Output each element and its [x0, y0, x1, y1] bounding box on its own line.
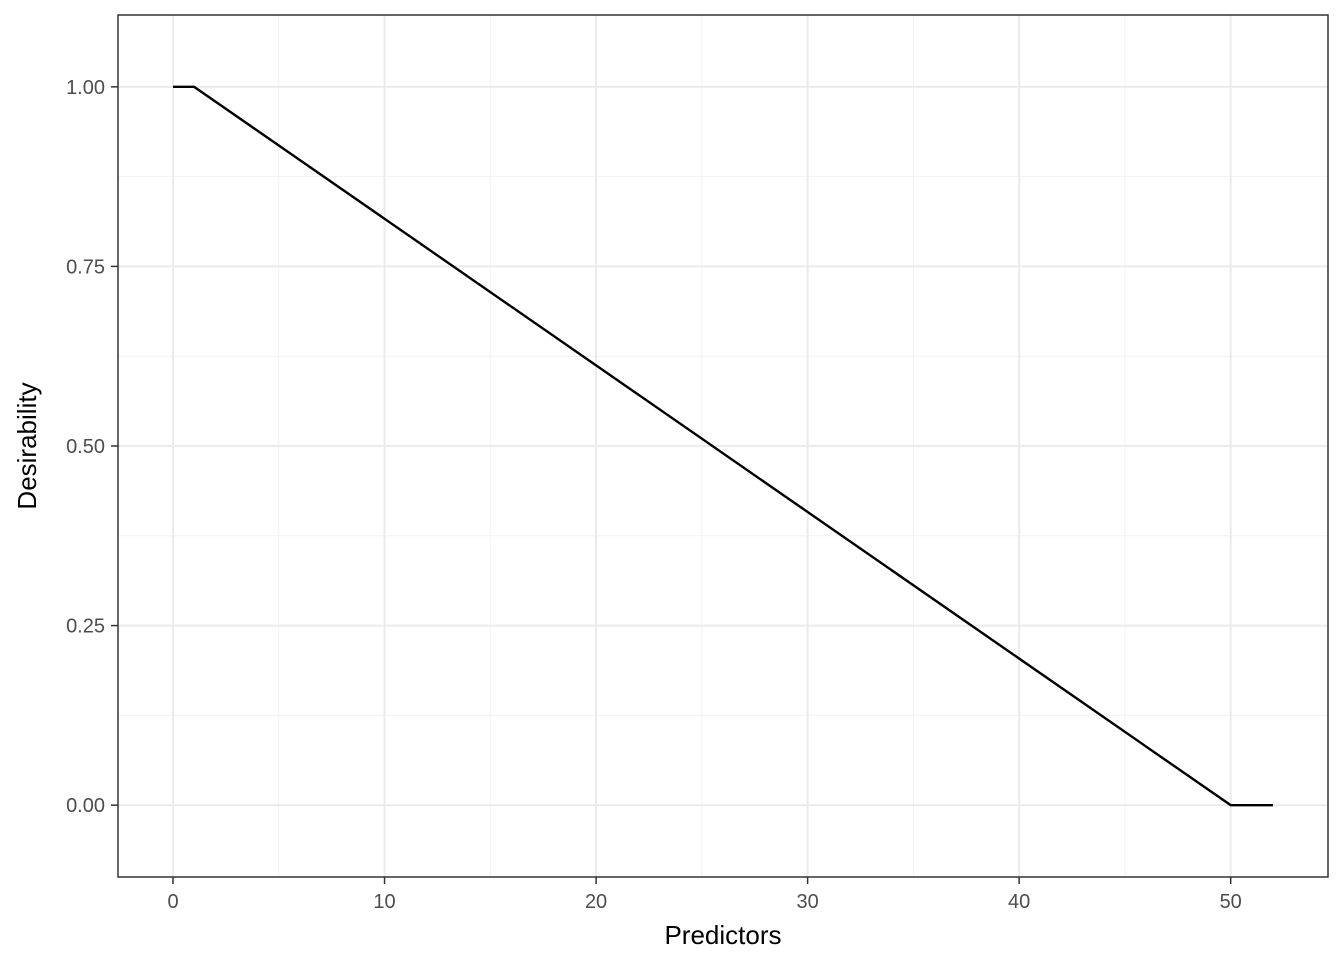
x-tick-label: 50	[1220, 891, 1242, 913]
y-tick-label: 0.75	[66, 256, 105, 278]
x-tick-label: 40	[1008, 891, 1030, 913]
y-axis-title: Desirability	[12, 382, 42, 509]
series-layer	[173, 85, 1273, 807]
x-tick-label: 0	[167, 891, 178, 913]
y-tick-label: 0.25	[66, 616, 105, 638]
ticks: 0 10 20 30 40 50 0.00 0.25 0.50 0.75 1.00	[66, 77, 1242, 913]
y-tick-label: 0.50	[66, 436, 105, 458]
x-tick-label: 10	[373, 891, 395, 913]
y-tick-label: 0.00	[66, 795, 105, 817]
x-tick-label: 30	[796, 891, 818, 913]
x-axis-title: Predictors	[664, 920, 781, 950]
series-line	[173, 85, 1273, 807]
y-tick-label: 1.00	[66, 77, 105, 99]
grid	[118, 15, 1328, 877]
x-tick-label: 20	[585, 891, 607, 913]
